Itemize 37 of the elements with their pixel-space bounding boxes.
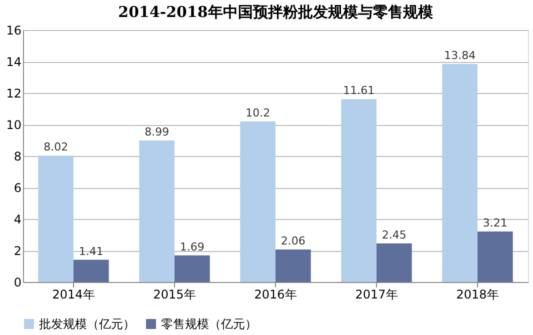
y-tick-label: 16 <box>6 24 22 38</box>
bar <box>478 231 513 282</box>
y-tick-label: 6 <box>14 181 22 195</box>
legend-label: 批发规模（亿元） <box>39 317 135 331</box>
bar <box>276 250 311 282</box>
data-label: 13.84 <box>444 49 476 62</box>
x-tick-label: 2017年 <box>355 288 398 302</box>
y-tick-label: 12 <box>6 86 22 100</box>
x-tick-label: 2018年 <box>456 288 499 302</box>
data-label: 1.41 <box>78 244 104 258</box>
data-label: 1.69 <box>180 240 204 254</box>
data-label: 8.02 <box>44 140 68 154</box>
x-tick-label: 2016年 <box>254 288 297 302</box>
x-tick-label: 2014年 <box>52 288 95 302</box>
y-tick-label: 4 <box>14 212 22 226</box>
data-label: 3.21 <box>482 216 508 230</box>
data-label: 8.99 <box>144 125 170 138</box>
y-tick-label: 2 <box>14 244 22 258</box>
y-tick-label: 8 <box>14 150 22 164</box>
legend-label: 零售规模（亿元） <box>161 317 257 331</box>
data-label: 11.61 <box>343 84 375 98</box>
bar <box>74 260 109 282</box>
bar <box>139 140 174 282</box>
y-tick-label: 14 <box>6 55 22 69</box>
bar <box>174 255 210 282</box>
data-label: 2.06 <box>280 234 306 248</box>
bar <box>442 64 478 282</box>
y-tick-label: 0 <box>14 276 22 290</box>
bar <box>376 243 412 282</box>
data-label: 10.2 <box>246 106 270 120</box>
bar <box>240 121 276 282</box>
chart-title: 2014-2018年中国预拌粉批发规模与零售规模 <box>118 3 434 21</box>
x-tick-label: 2015年 <box>153 288 196 302</box>
bar <box>38 156 74 282</box>
y-tick-label: 10 <box>6 118 22 132</box>
data-label: 2.45 <box>382 228 406 242</box>
bar <box>341 99 376 282</box>
